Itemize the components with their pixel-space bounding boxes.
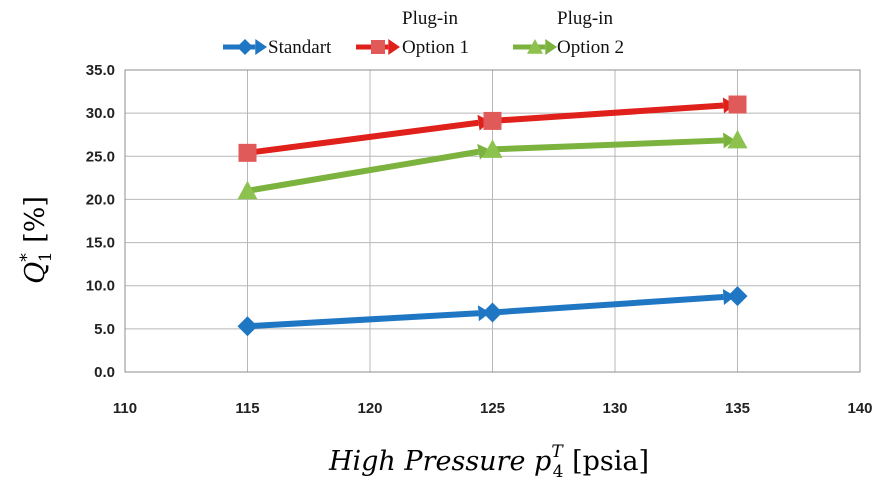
x-axis-label-main: High Pressure bbox=[328, 446, 534, 477]
series-1-point-2 bbox=[728, 95, 747, 114]
x-tick-label-1: 115 bbox=[235, 400, 259, 417]
series-2-point-1 bbox=[482, 139, 503, 158]
series-0-segment-1 bbox=[492, 289, 736, 316]
series-1-segment-0-shaft bbox=[247, 119, 479, 156]
x-tick-label-4: 130 bbox=[602, 400, 627, 417]
series-0-point-2 bbox=[727, 286, 748, 307]
legend-line-2 bbox=[513, 39, 557, 55]
series-2-segment-0-shaft bbox=[246, 148, 480, 194]
y-axis-label-superscript: * bbox=[17, 253, 37, 262]
x-tick-label-3: 125 bbox=[480, 400, 505, 417]
series-2-segment-1 bbox=[492, 132, 736, 153]
legend-marker-1 bbox=[371, 40, 385, 54]
legend-item-0: Standart bbox=[223, 37, 332, 58]
y-tick-label-1: 5.0 bbox=[94, 321, 115, 338]
series-layer bbox=[237, 95, 748, 337]
legend-marker-2 bbox=[527, 39, 543, 54]
legend-line-2-head bbox=[545, 39, 557, 55]
series-1-segment-1 bbox=[492, 97, 736, 124]
legend-marker-0 bbox=[237, 39, 253, 55]
x-axis-label-subscript: 4 bbox=[553, 462, 564, 477]
y-tick-label-5: 25.0 bbox=[86, 148, 115, 165]
legend: Standart Plug-in Option 1 Plug-in Option 2 bbox=[223, 8, 624, 58]
series-2-point-0 bbox=[237, 180, 258, 200]
series-0-segment-0-shaft bbox=[247, 310, 479, 330]
series-0-point-1 bbox=[482, 302, 503, 323]
y-axis-label-unit: [%] bbox=[20, 196, 51, 251]
series-2 bbox=[237, 129, 748, 200]
y-tick-label-4: 20.0 bbox=[86, 191, 115, 208]
legend-text-1-line-1: Option 1 bbox=[402, 37, 469, 58]
series-0-segment-1-shaft bbox=[492, 294, 724, 316]
legend-text-2-line-0: Plug-in bbox=[557, 8, 613, 29]
series-2-point-2 bbox=[727, 129, 748, 149]
y-tick-label-2: 10.0 bbox=[86, 278, 115, 295]
y-tick-label-6: 30.0 bbox=[86, 105, 115, 122]
series-1-point-0 bbox=[238, 143, 257, 162]
series-2-segment-1-head bbox=[723, 132, 736, 149]
x-tick-label-2: 120 bbox=[357, 400, 382, 417]
x-axis-label-unit: [psia] bbox=[564, 446, 650, 477]
series-0-point-0 bbox=[237, 316, 258, 337]
y-tick-label-7: 35.0 bbox=[86, 62, 115, 79]
series-1-segment-0 bbox=[247, 114, 491, 156]
x-axis-label-symbol: p bbox=[534, 446, 551, 477]
series-0-segment-0 bbox=[247, 305, 491, 330]
axes bbox=[124, 69, 861, 373]
legend-line-0-head bbox=[255, 39, 267, 55]
legend-text-2-line-1: Option 2 bbox=[557, 37, 624, 58]
x-tick-label-0: 110 bbox=[113, 400, 137, 417]
y-axis-label-symbol: Q bbox=[20, 262, 51, 284]
tick-labels: 0.0 5.0 10.0 15.0 20.0 25.0 30.0 35.0 110 115 120 1… bbox=[86, 62, 873, 417]
legend-item-1: Plug-in Option 1 bbox=[356, 8, 469, 58]
legend-line-1-head bbox=[388, 39, 400, 55]
y-axis-label-subscript: 1 bbox=[36, 251, 56, 262]
x-axis-label-superscript: T bbox=[551, 442, 564, 462]
series-0 bbox=[237, 286, 748, 337]
series-1 bbox=[238, 95, 747, 162]
series-2-segment-0 bbox=[246, 143, 491, 194]
y-tick-label-3: 15.0 bbox=[86, 235, 115, 252]
x-axis-label: High Pressure pT 4 [psia] bbox=[328, 442, 649, 477]
series-2-segment-1-shaft bbox=[492, 137, 724, 153]
y-tick-label-0: 0.0 bbox=[94, 364, 115, 381]
series-2-segment-0-head bbox=[477, 143, 491, 160]
legend-item-2: Plug-in Option 2 bbox=[513, 8, 624, 58]
legend-text-1-line-0: Plug-in bbox=[402, 8, 458, 29]
series-1-point-1 bbox=[483, 111, 502, 130]
x-tick-label-5: 135 bbox=[725, 400, 750, 417]
plot-frame bbox=[124, 69, 861, 373]
legend-text-0: Standart bbox=[268, 37, 332, 58]
x-tick-label-6: 140 bbox=[847, 400, 872, 417]
series-1-segment-1-shaft bbox=[492, 102, 724, 124]
y-axis-label: Q*1 [%] bbox=[17, 196, 56, 284]
